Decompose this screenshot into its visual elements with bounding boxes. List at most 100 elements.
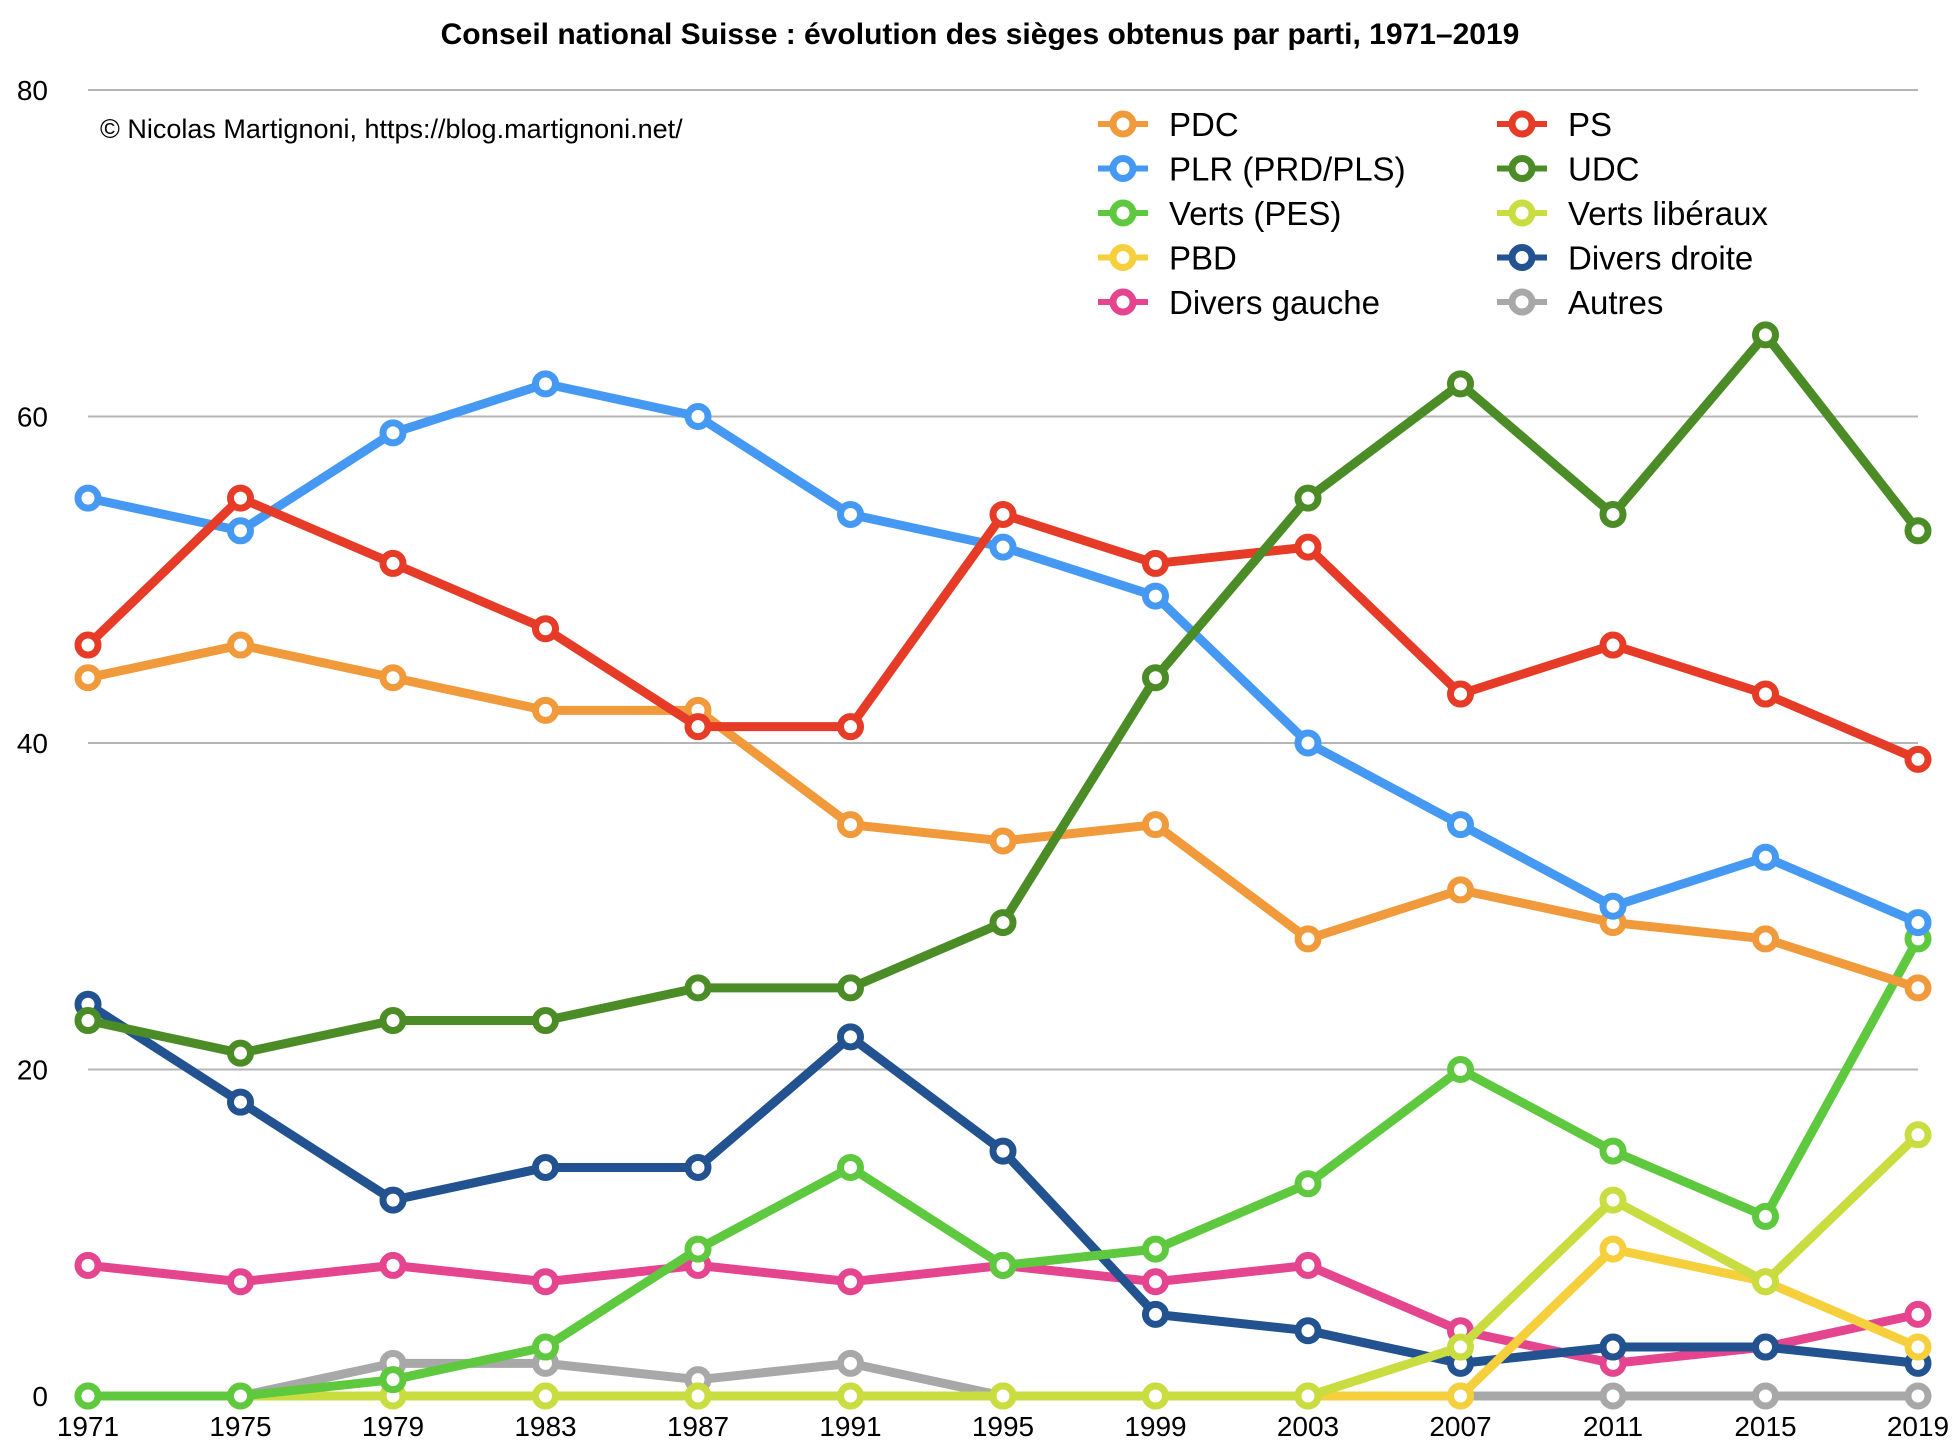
data-point-plr-prd-pls (74, 484, 102, 512)
data-point-pdc (74, 664, 102, 692)
data-point-autres (1752, 1382, 1779, 1410)
data-point-udc (1142, 664, 1169, 692)
data-point-ps (1752, 680, 1779, 708)
legend-label: Divers droite (1568, 240, 1753, 277)
legend-label: PLR (PRD/PLS) (1169, 151, 1406, 188)
data-point-verts-pes (1294, 1170, 1322, 1198)
series-verts-pes (74, 925, 1932, 1410)
x-tick-label: 1999 (1124, 1411, 1186, 1440)
data-point-pdc (1904, 974, 1932, 1002)
data-point-divers-gauche (837, 1268, 864, 1296)
data-point-ps (227, 484, 254, 512)
series-line-udc (83, 330, 1923, 1058)
legend-item: Divers gauche (1098, 284, 1380, 321)
data-point-udc (227, 1039, 254, 1067)
series-line-divers-droite (83, 999, 1923, 1368)
data-point-udc (532, 1007, 559, 1035)
data-point-ps (1142, 549, 1169, 577)
x-tick-label: 1975 (209, 1411, 271, 1440)
data-point-verts-pes (989, 1251, 1017, 1279)
legend-label: UDC (1568, 151, 1640, 188)
data-point-ps (989, 500, 1017, 528)
legend-item: Autres (1497, 284, 1663, 321)
series-pdc (74, 631, 1932, 1002)
legend-label: Verts libéraux (1568, 195, 1768, 232)
data-point-ps (532, 615, 559, 643)
y-tick-label: 20 (17, 1055, 48, 1086)
data-point-autres (1599, 1382, 1627, 1410)
data-point-plr-prd-pls (1904, 909, 1932, 937)
data-point-udc (684, 974, 712, 1002)
series-divers-droite (74, 990, 1932, 1377)
data-point-divers-droite (1599, 1333, 1627, 1361)
data-point-pbd (1599, 1235, 1627, 1263)
y-tick-label: 0 (32, 1381, 48, 1412)
y-tick-label: 60 (17, 402, 48, 433)
data-point-ps (684, 713, 712, 741)
data-point-autres (837, 1349, 864, 1377)
data-point-pdc (379, 664, 407, 692)
data-point-ps (74, 631, 102, 659)
series-line-pdc (83, 640, 1923, 993)
data-point-ps (1447, 680, 1474, 708)
series-layer (74, 321, 1932, 1410)
data-point-verts-pes (74, 1382, 102, 1410)
data-point-divers-droite (379, 1186, 407, 1214)
axis-ticks: 0 20 40 60 80 1971 1975 1979 1983 1987 1991 1995 199… (17, 75, 1949, 1440)
data-point-verts-pes (837, 1153, 864, 1181)
legend-swatch-marker (1109, 199, 1137, 227)
legend: PDC PS PLR (PRD/PLS) UDC Verts (PES) Verts li… (1098, 106, 1768, 321)
data-point-verts-liberaux (1294, 1382, 1322, 1410)
data-point-verts-liberaux (684, 1382, 712, 1410)
x-tick-label: 2019 (1887, 1411, 1949, 1440)
data-point-plr-prd-pls (1294, 729, 1322, 757)
data-point-udc (1294, 484, 1322, 512)
data-point-divers-gauche (74, 1251, 102, 1279)
legend-label: PS (1568, 106, 1612, 143)
data-point-plr-prd-pls (1142, 582, 1169, 610)
series-udc (74, 321, 1932, 1067)
x-tick-label: 1995 (972, 1411, 1034, 1440)
data-point-pdc (227, 631, 254, 659)
data-point-plr-prd-pls (837, 500, 864, 528)
legend-item: Divers droite (1497, 240, 1753, 277)
data-point-divers-droite (532, 1153, 559, 1181)
data-point-verts-pes (1752, 1202, 1779, 1230)
data-point-divers-gauche (379, 1251, 407, 1279)
x-tick-label: 1979 (362, 1411, 424, 1440)
data-point-divers-droite (684, 1153, 712, 1181)
data-point-verts-liberaux (1142, 1382, 1169, 1410)
data-point-verts-liberaux (1752, 1268, 1779, 1296)
data-point-udc (989, 909, 1017, 937)
series-plr-prd-pls (74, 370, 1932, 937)
data-point-udc (1447, 370, 1474, 398)
data-point-udc (74, 1007, 102, 1035)
legend-swatch-marker (1109, 288, 1137, 316)
data-point-ps (1904, 745, 1932, 773)
data-point-plr-prd-pls (989, 533, 1017, 561)
series-ps (74, 484, 1932, 773)
data-point-autres (1904, 1382, 1932, 1410)
data-point-divers-gauche (1142, 1268, 1169, 1296)
data-point-divers-droite (837, 1023, 864, 1051)
data-point-udc (379, 1007, 407, 1035)
data-point-verts-pes (1142, 1235, 1169, 1263)
legend-swatch-marker (1109, 155, 1137, 182)
data-point-verts-liberaux (1904, 1121, 1932, 1149)
x-tick-label: 2003 (1277, 1411, 1339, 1440)
x-tick-label: 2011 (1583, 1411, 1643, 1440)
data-point-plr-prd-pls (532, 370, 559, 398)
data-point-divers-droite (227, 1088, 254, 1116)
data-point-verts-liberaux (1447, 1333, 1474, 1361)
data-point-ps (1599, 631, 1627, 659)
legend-label: Verts (PES) (1169, 195, 1341, 232)
data-point-verts-liberaux (1599, 1186, 1627, 1214)
data-point-plr-prd-pls (1447, 811, 1474, 839)
data-point-verts-pes (227, 1382, 254, 1410)
legend-label: Divers gauche (1169, 284, 1380, 321)
data-point-udc (1752, 321, 1779, 349)
legend-item: Verts libéraux (1497, 195, 1768, 232)
data-point-plr-prd-pls (227, 517, 254, 545)
